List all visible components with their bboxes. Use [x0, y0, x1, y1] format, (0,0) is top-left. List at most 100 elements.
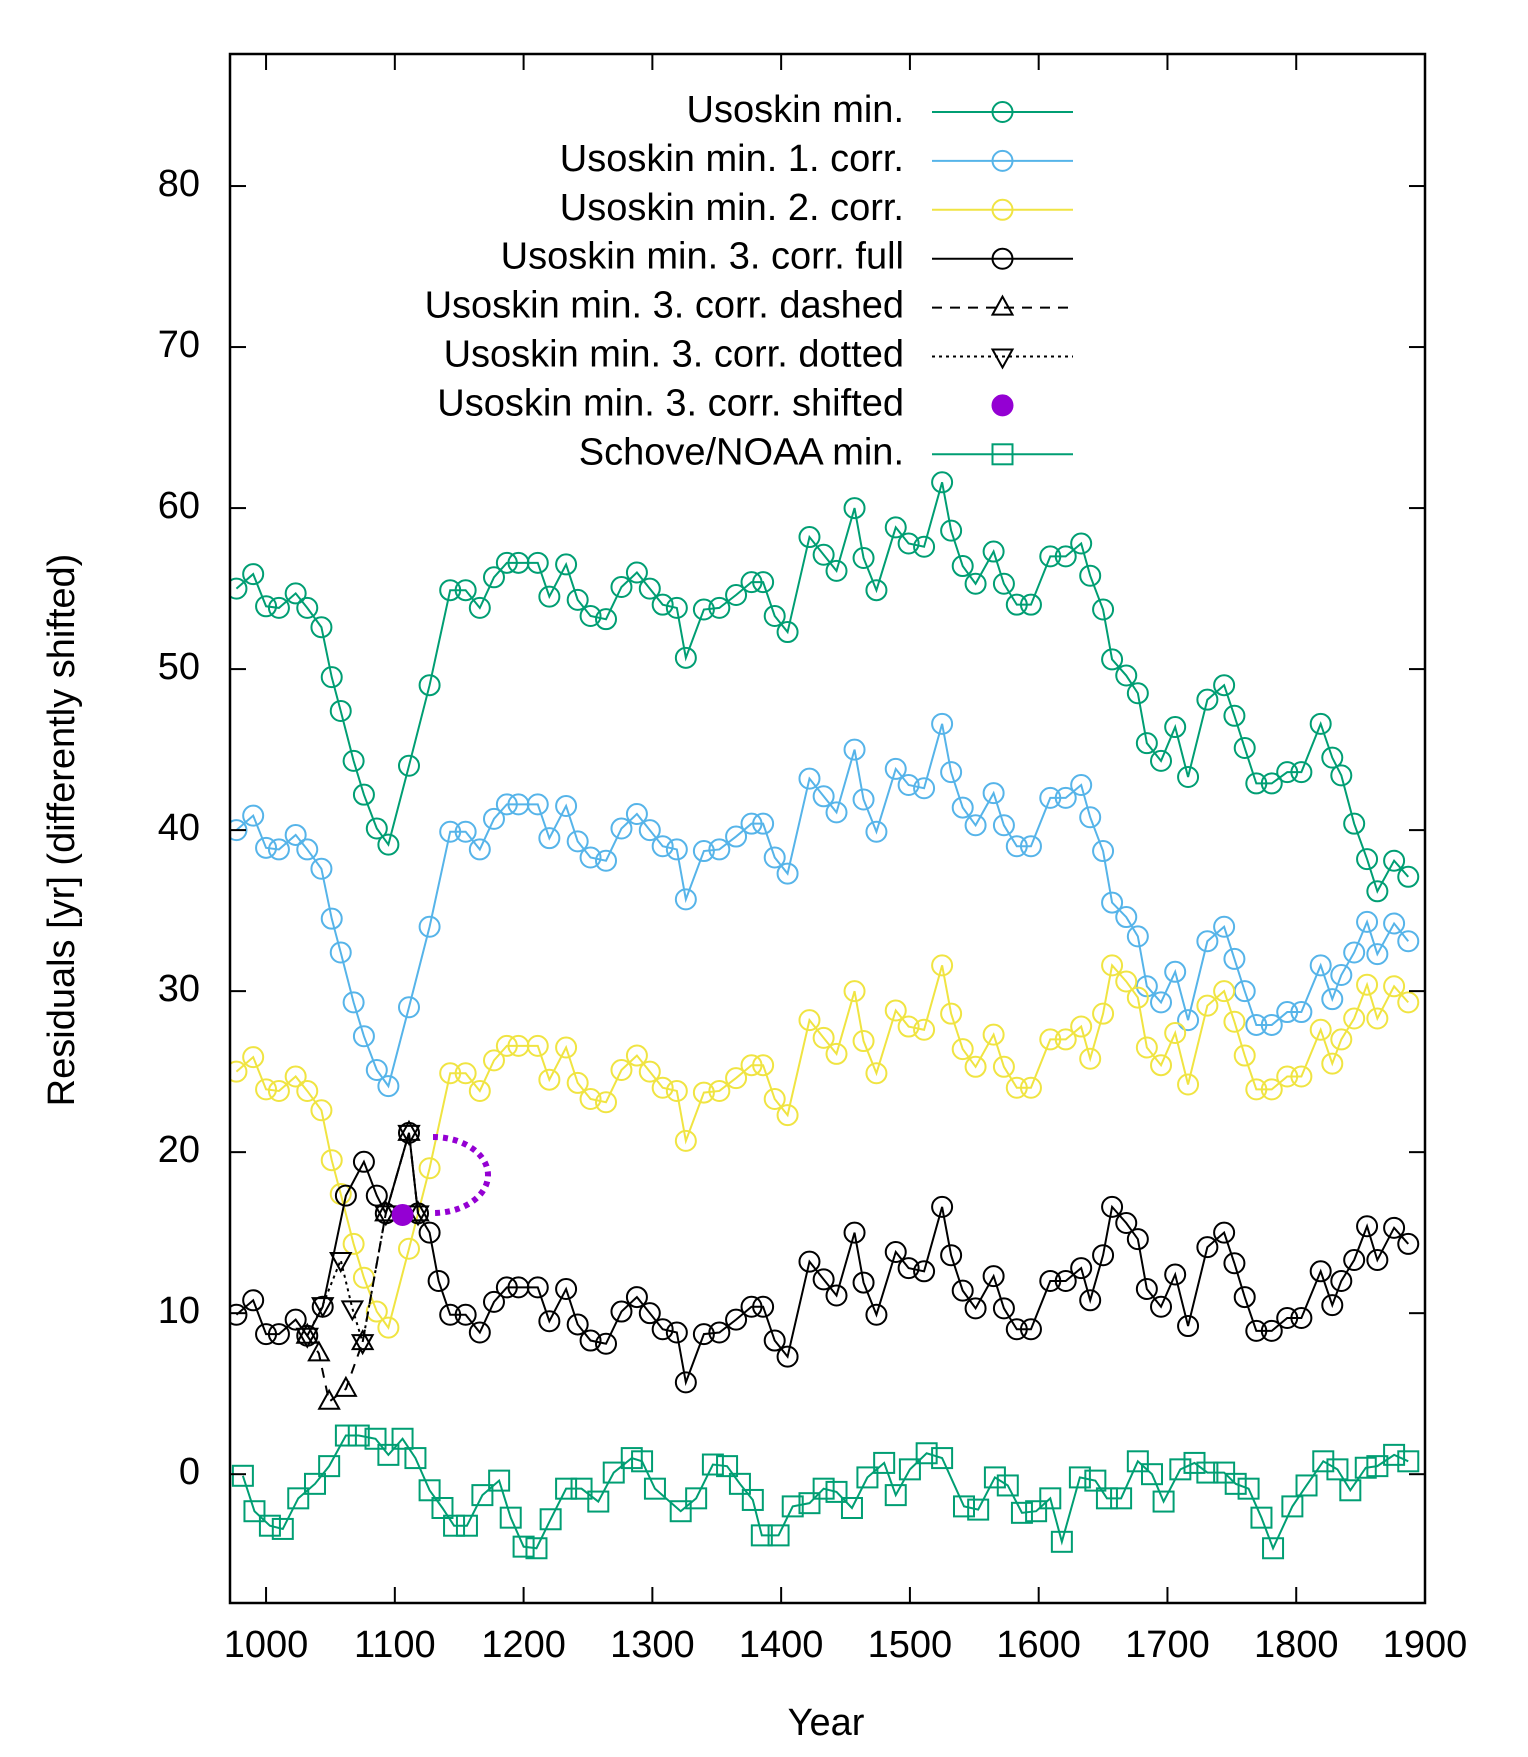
marker: [1213, 915, 1236, 938]
marker: [1213, 980, 1236, 1003]
marker: [625, 1044, 648, 1067]
marker: [740, 1054, 763, 1077]
marker: [284, 823, 307, 846]
marker: [1101, 648, 1124, 671]
marker: [1164, 960, 1187, 983]
marker: [701, 1453, 724, 1476]
marker: [1010, 1501, 1033, 1524]
marker: [1290, 761, 1313, 784]
marker: [1213, 674, 1236, 697]
marker: [427, 1269, 450, 1292]
marker: [982, 782, 1005, 805]
marker: [243, 1500, 266, 1523]
legend-marker: [991, 101, 1014, 123]
marker: [982, 1023, 1005, 1046]
marker: [1262, 1537, 1285, 1560]
marker: [1126, 986, 1149, 1009]
marker: [1309, 1018, 1332, 1041]
marker: [352, 783, 375, 806]
marker: [884, 1240, 907, 1263]
marker: [1079, 564, 1102, 587]
marker: [825, 801, 848, 824]
marker: [374, 1200, 398, 1222]
marker: [1141, 1463, 1164, 1486]
marker: [1281, 1495, 1304, 1518]
marker: [595, 1332, 618, 1355]
marker: [728, 1472, 751, 1495]
marker: [897, 1015, 920, 1038]
marker: [418, 1157, 441, 1180]
marker: [439, 820, 462, 843]
marker: [1095, 1487, 1118, 1510]
marker: [566, 1313, 589, 1336]
marker: [625, 803, 648, 826]
marker: [391, 1203, 414, 1226]
marker: [750, 1524, 773, 1547]
marker: [674, 1129, 697, 1152]
marker: [352, 1150, 375, 1173]
marker: [1260, 1319, 1283, 1342]
marker: [1135, 732, 1158, 755]
marker: [310, 1099, 333, 1122]
legend-label: Usoskin min. 3. corr. dotted: [444, 334, 904, 376]
marker: [1213, 1221, 1236, 1244]
marker: [538, 585, 561, 608]
marker: [347, 1424, 370, 1447]
marker: [708, 596, 731, 619]
marker: [307, 1340, 331, 1362]
x-tick-label: 1400: [739, 1624, 824, 1666]
marker: [1397, 930, 1420, 953]
marker: [1330, 764, 1353, 787]
marker: [1079, 1047, 1102, 1070]
marker: [610, 1059, 633, 1082]
marker: [1356, 848, 1379, 871]
marker: [555, 1036, 578, 1059]
marker: [798, 1492, 821, 1515]
marker: [471, 1484, 494, 1507]
marker: [674, 646, 697, 669]
marker: [964, 1055, 987, 1078]
marker: [1339, 1479, 1362, 1502]
marker: [1309, 712, 1332, 735]
marker: [763, 1088, 786, 1111]
x-tick-label: 1000: [224, 1624, 309, 1666]
marker: [566, 588, 589, 611]
marker: [725, 825, 748, 848]
legend-label: Usoskin min. 3. corr. dashed: [425, 285, 904, 327]
marker: [1223, 704, 1246, 727]
marker: [1115, 970, 1138, 993]
marker: [856, 1466, 879, 1489]
marker: [951, 555, 974, 578]
marker: [1233, 1044, 1256, 1067]
marker: [1092, 1244, 1115, 1267]
marker: [255, 1078, 278, 1101]
marker: [242, 1046, 265, 1069]
marker: [752, 812, 775, 835]
marker: [1321, 1052, 1344, 1075]
marker: [752, 1054, 775, 1077]
marker: [825, 1480, 848, 1503]
x-tick-label: 1900: [1383, 1624, 1468, 1666]
marker: [776, 862, 799, 885]
marker: [1070, 1015, 1093, 1038]
marker: [992, 1297, 1015, 1320]
marker: [651, 835, 674, 858]
marker: [610, 1300, 633, 1323]
marker: [725, 1067, 748, 1090]
marker: [740, 812, 763, 835]
marker: [1366, 1455, 1389, 1478]
marker: [538, 1068, 561, 1091]
y-tick-label: 30: [158, 968, 200, 1010]
marker: [230, 819, 248, 842]
marker: [951, 796, 974, 819]
marker: [1101, 891, 1124, 914]
marker: [798, 1009, 821, 1032]
marker: [852, 1271, 875, 1294]
marker: [482, 807, 505, 830]
marker: [242, 804, 265, 827]
marker: [310, 857, 333, 880]
marker: [342, 749, 365, 772]
marker: [342, 1232, 365, 1255]
